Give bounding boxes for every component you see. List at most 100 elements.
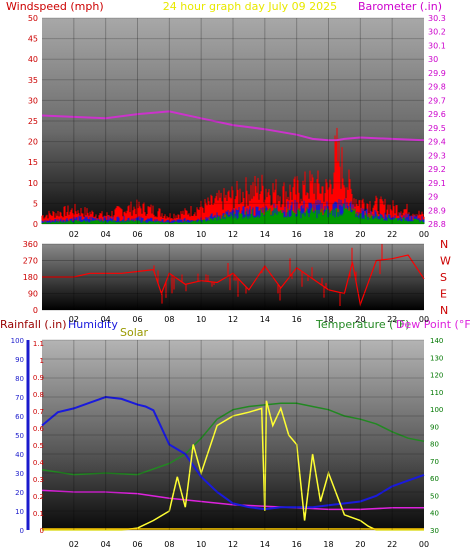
dir-y-tick: 270 [23,257,38,266]
baro-y-tick: 30.1 [428,41,446,50]
x-tick-label: 20 [355,230,365,239]
temp-y-tick: 110 [430,389,443,397]
x-tick-label: 08 [164,315,174,324]
baro-y-tick: 29.9 [428,69,446,78]
humidity-y-tick: 90 [15,356,24,364]
wind-panel-bg [42,18,424,224]
wind-y-tick: 0 [33,220,38,229]
humidity-y-tick: 80 [15,375,24,383]
rain-y-tick: 0.8 [33,391,44,399]
humidity-y-tick: 30 [15,470,24,478]
x-tick-label: 06 [132,540,142,549]
baro-y-tick: 28.9 [428,206,446,215]
humidity-y-tick: 0 [20,527,24,535]
x-tick-label: 16 [292,315,302,324]
rain-y-tick: 1 [40,357,44,365]
wind-y-tick: 10 [28,179,38,188]
compass-label: N [440,238,448,251]
baro-y-tick: 29.3 [428,151,446,160]
compass-label: S [440,271,447,284]
x-tick-label: 10 [196,230,206,239]
wind-y-tick: 30 [28,96,38,105]
rain-y-tick: 0.2 [33,493,44,501]
dir-y-tick: 90 [28,290,38,299]
x-tick-label: 00 [419,230,429,239]
x-tick-label: 04 [101,540,111,549]
humidity-label: Humidity [68,318,118,331]
rain-y-tick: 0.1 [33,510,44,518]
rain-y-tick: 0.5 [33,442,44,450]
rain-y-tick: 0.9 [33,374,44,382]
baro-y-tick: 28.8 [428,220,446,229]
humidity-y-tick: 50 [15,432,24,440]
x-tick-label: 18 [323,540,333,549]
x-tick-label: 00 [419,315,429,324]
temp-y-tick: 70 [430,458,439,466]
humidity-y-tick: 100 [11,337,24,345]
wind-y-tick: 5 [33,199,38,208]
x-tick-label: 06 [132,230,142,239]
baro-y-tick: 29.6 [428,110,446,119]
x-tick-label: 14 [260,540,270,549]
baro-y-tick: 29.2 [428,165,446,174]
x-tick-label: 14 [260,315,270,324]
x-tick-label: 18 [323,315,333,324]
x-tick-label: 22 [387,230,397,239]
bottom-layer [41,395,425,531]
wind-y-tick: 45 [28,35,38,44]
barometer-series [41,110,425,142]
wind-y-tick: 35 [28,76,38,85]
compass-label: N [440,304,448,317]
x-tick-label: 12 [228,540,238,549]
temp-y-tick: 100 [430,406,443,414]
x-tick-label: 02 [69,230,79,239]
rain-y-tick: 1.1 [33,340,44,348]
x-tick-label: 18 [323,230,333,239]
dir-y-tick: 0 [33,306,38,315]
wind-y-tick: 50 [28,14,38,23]
direction-layer [42,244,425,307]
baro-y-tick: 29.7 [428,96,446,105]
direction-spikes [153,244,383,306]
solar-series [42,400,424,531]
x-tick-label: 04 [101,230,111,239]
baro-y-tick: 29.8 [428,83,446,92]
rain-y-tick: 0.4 [33,459,45,467]
direction-panel-bg [42,244,424,310]
humidity-y-tick: 40 [15,451,24,459]
graph-title: 24 hour graph day July 09 2025 [163,0,337,13]
baro-y-tick: 29 [428,193,438,202]
dewpoint-series [41,489,424,511]
temperature-series [41,402,425,476]
x-tick-label: 08 [164,540,174,549]
humidity-y-tick: 70 [15,394,24,402]
windspeed-label: Windspeed (mph) [6,0,104,13]
x-tick-label: 22 [387,540,397,549]
rain-y-tick: 0.3 [33,476,44,484]
solar-label: Solar [120,326,149,339]
humidity-y-tick: 20 [15,489,24,497]
x-tick-label: 08 [164,230,174,239]
baro-y-tick: 30 [428,55,438,64]
baro-y-tick: 30.3 [428,14,446,23]
temp-y-tick: 50 [430,492,439,500]
x-tick-label: 14 [260,230,270,239]
compass-label: E [440,288,447,301]
wind-y-tick: 25 [28,117,38,126]
x-tick-label: 12 [228,315,238,324]
dir-y-tick: 360 [23,240,38,249]
humidity-y-tick: 60 [15,413,24,421]
baro-y-tick: 29.4 [428,138,446,147]
humidity-y-tick: 10 [15,508,24,516]
dir-y-tick: 180 [23,273,38,282]
barometer-label: Barometer (.in) [358,0,442,13]
baro-y-tick: 29.1 [428,179,446,188]
temp-y-tick: 90 [430,423,439,431]
temp-y-tick: 30 [430,527,439,535]
humidity-series [41,395,425,511]
x-tick-label: 06 [132,315,142,324]
baro-y-tick: 30.2 [428,28,446,37]
